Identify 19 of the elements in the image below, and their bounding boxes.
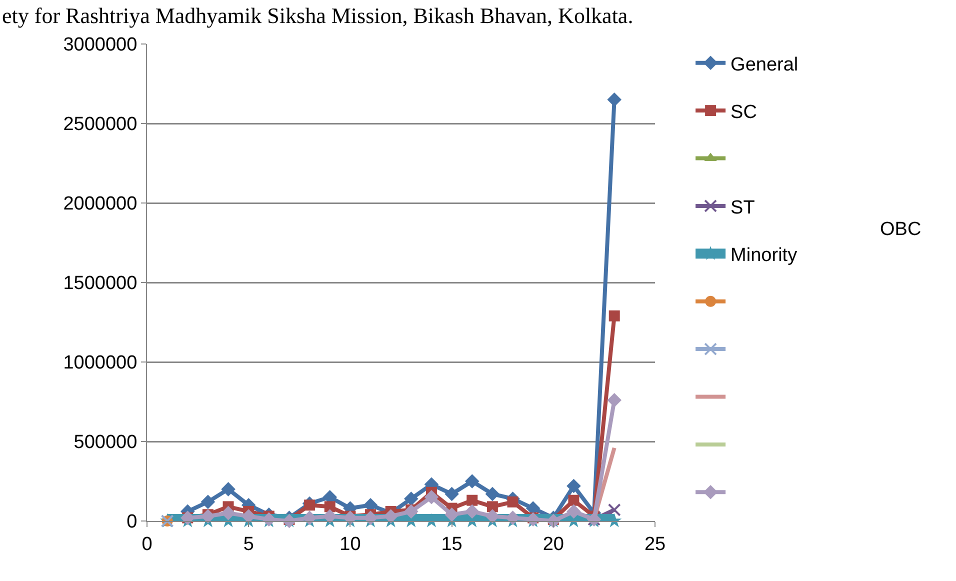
y-tick-label: 1500000 [63, 273, 138, 294]
x-tick-label: 10 [340, 534, 361, 555]
y-tick-label: 2500000 [63, 114, 138, 136]
y-tick-label: 3000000 [63, 34, 138, 56]
y-tick-label: 0 [126, 512, 138, 533]
y-tick-label: 2000000 [63, 194, 138, 215]
y-tick-label: 500000 [74, 432, 138, 454]
legend-label: Minority [730, 245, 798, 266]
x-tick-label: 15 [441, 534, 462, 555]
y-tick-label: 1000000 [63, 352, 138, 374]
legend-label: ST [730, 197, 756, 218]
text: ety for Rashtriya Madhyamik Siksha Mission, Bikash Bhavan, Kolkata. [2, 3, 634, 28]
x-tick-label: 25 [644, 534, 666, 555]
legend-label: SC [730, 102, 757, 123]
legend-label: General [730, 54, 798, 76]
text: OBC [880, 219, 922, 240]
x-tick-label: 0 [142, 534, 152, 555]
x-tick-label: 20 [542, 534, 564, 555]
x-tick-label: 5 [243, 534, 254, 555]
